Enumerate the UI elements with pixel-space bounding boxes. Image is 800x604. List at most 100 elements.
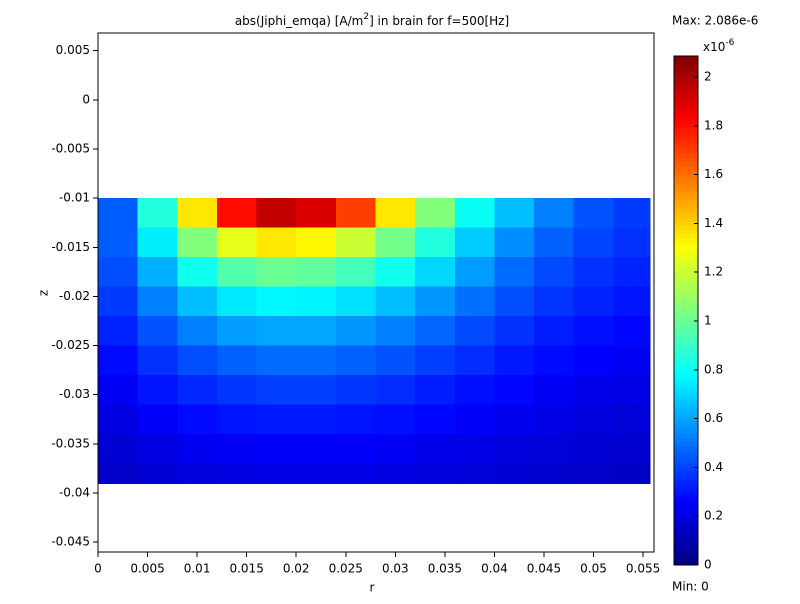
y-tick-label: -0.025 [51,338,90,352]
heatmap-cell [534,463,575,484]
heatmap-cell [534,286,575,317]
colorbar-segment [674,68,698,74]
heatmap-cell [375,257,416,288]
colorbar-segment [674,272,698,278]
colorbar-tick-label: 1 [704,313,712,327]
colorbar-segment [674,98,698,104]
heatmap-cell [454,286,496,317]
colorbar-segment [674,77,698,83]
colorbar-segment [674,433,698,439]
colorbar-exponent: x10-6 [703,38,735,54]
colorbar-min-label: Min: 0 [672,580,709,594]
heatmap-cell [415,345,456,376]
heatmap-cell [375,434,416,465]
heatmap-cell [296,345,337,376]
y-tick-label: 0.005 [56,43,90,57]
colorbar-segment [674,526,698,532]
heatmap-cell [137,463,178,484]
colorbar-tick-label: 0.4 [704,460,723,474]
heatmap-cell [415,434,456,465]
heatmap-cell [98,463,139,484]
heatmap-cell [494,345,535,376]
heatmap-cell [335,286,377,317]
heatmap-cell [177,463,218,484]
colorbar-segment [674,348,698,354]
colorbar-segment [674,72,698,78]
heatmap-cell [137,345,178,376]
colorbar-segment [674,115,698,121]
heatmap-cell [613,404,651,435]
colorbar-segment [674,471,698,477]
colorbar-segment [674,246,698,252]
colorbar-segment [674,195,698,201]
colorbar-max-label: Max: 2.086e-6 [672,14,758,28]
heatmap-cell [98,257,139,288]
heatmap-cell [613,434,651,465]
colorbar-segment [674,268,698,273]
colorbar-segment [674,446,698,452]
colorbar-segment [674,204,698,210]
colorbar-segment [674,318,698,324]
colorbar-segment [674,531,698,536]
heatmap-cell [573,198,614,229]
colorbar-segment [674,488,698,494]
colorbar-segment [674,340,698,346]
colorbar-segment [674,505,698,511]
heatmap-cell [534,404,575,435]
colorbar-segment [674,285,698,290]
colorbar-segment [674,136,698,142]
heatmap-cell [454,345,496,376]
colorbar-segment [674,255,698,261]
heatmap-cell [613,375,651,406]
heatmap-cell [296,227,337,258]
colorbar-segment [674,514,698,519]
heatmap-cell [573,463,614,484]
colorbar-segment [674,183,698,189]
heatmap-cell [613,345,651,376]
heatmap-cell [375,463,416,484]
heatmap-cell [216,227,258,258]
colorbar-tick-label: 0.8 [704,362,723,376]
heatmap-cell [375,227,416,258]
heatmap-cell [375,316,416,347]
heatmap-cell [98,286,139,317]
heatmap-cell [534,345,575,376]
heatmap-cell [494,375,535,406]
colorbar-segment [674,242,698,248]
colorbar-frame [673,55,699,566]
heatmap-cell [296,257,337,288]
heatmap-cell [335,257,377,288]
heatmap-cell [375,345,416,376]
y-axis-label: z [37,290,51,296]
heatmap-cell [454,375,496,406]
heatmap-cell [256,286,297,317]
heatmap-cell [454,316,496,347]
heatmap-cell [177,257,218,288]
colorbar-segment [674,179,698,184]
colorbar-segment [674,153,698,159]
heatmap-cell [137,316,178,347]
heatmap-cell [256,404,297,435]
heatmap-cell [613,286,651,317]
heatmap-cell [98,227,139,258]
colorbar-segment [674,276,698,282]
colorbar-segment [674,56,698,61]
heatmap-cell [573,286,614,317]
colorbar-segment [674,548,698,553]
y-tick-label: 0 [82,92,90,106]
exponent-power: -6 [725,38,734,48]
x-tick-label: 0 [94,562,102,576]
colorbar-segment [674,522,698,528]
colorbar-segment [674,518,698,524]
colorbar-segment [674,293,698,299]
colorbar-segment [674,157,698,163]
heatmap-cell [415,375,456,406]
heatmap-cell [216,286,258,317]
colorbar-segment [674,475,698,481]
colorbar-segment [674,539,698,545]
colorbar-segment [674,225,698,231]
heatmap-cell [613,227,651,258]
heatmap-cell [335,434,377,465]
exponent-base: x10 [703,40,725,54]
heatmap-cell [216,434,258,465]
